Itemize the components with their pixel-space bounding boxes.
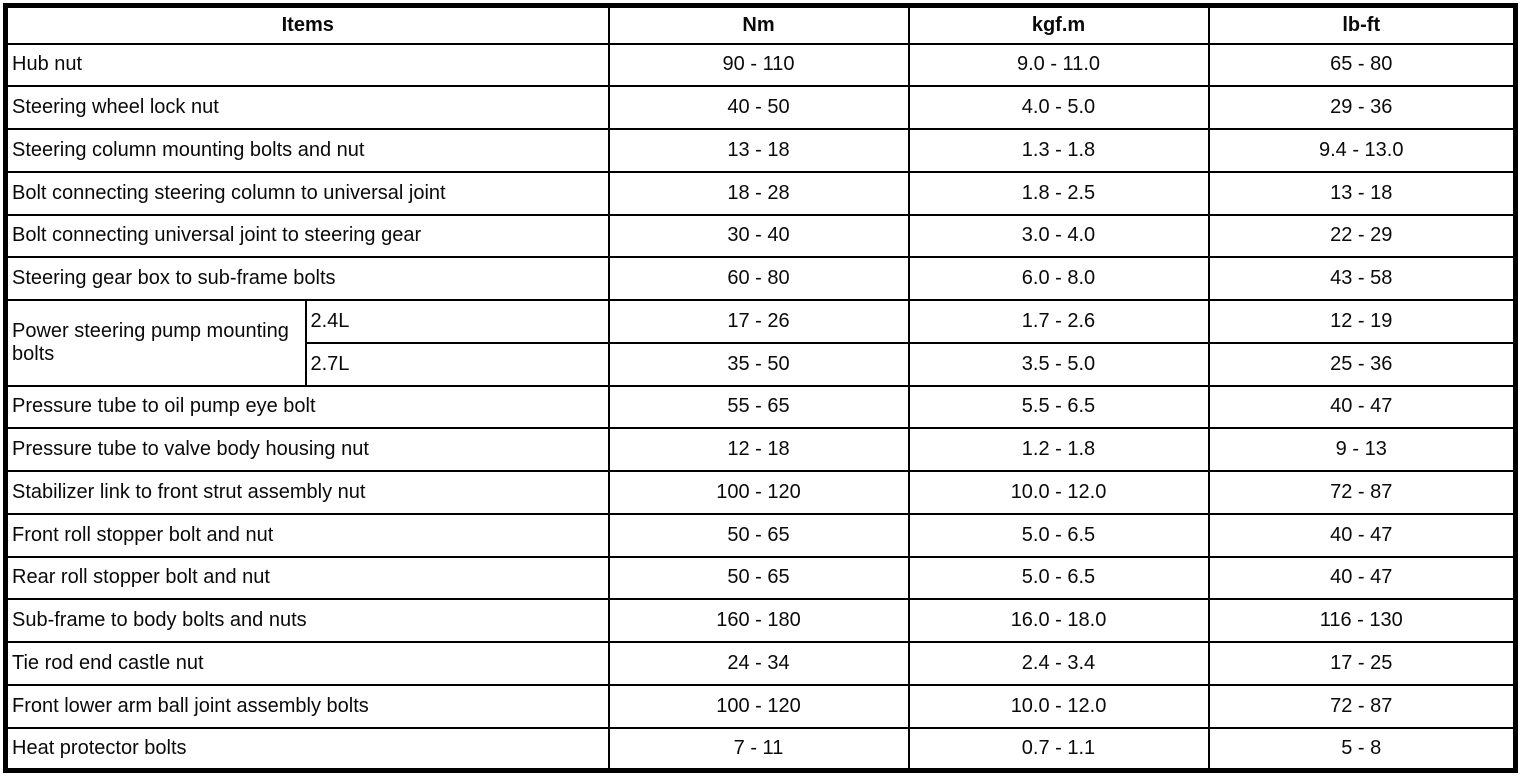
table-row: Steering column mounting bolts and nut 13…	[4, 128, 1517, 173]
value-cell: 3.5 - 5.0	[907, 341, 1210, 387]
value-cell: 9.0 - 11.0	[907, 42, 1210, 88]
value-cell: 40 - 50	[607, 85, 910, 130]
table-row: Steering wheel lock nut 40 - 50 4.0 - 5.0 2…	[4, 85, 1517, 130]
value-cell: 4.0 - 5.0	[907, 85, 1210, 130]
value-cell: 13 - 18	[607, 128, 910, 173]
engine-variant-cell: 2.4L	[304, 299, 610, 344]
value-cell: 90 - 110	[607, 42, 910, 88]
header-lbft: lb-ft	[1207, 4, 1517, 45]
value-cell: 40 - 47	[1207, 512, 1517, 558]
item-cell: Bolt connecting universal joint to steer…	[4, 213, 610, 259]
header-kgfm: kgf.m	[907, 4, 1210, 45]
table-row: Tie rod end castle nut 24 - 34 2.4 - 3.4 17…	[4, 641, 1517, 686]
item-cell: Steering gear box to sub-frame bolts	[4, 256, 610, 301]
item-cell: Pressure tube to oil pump eye bolt	[4, 384, 610, 430]
item-cell: Power steering pump mounting bolts	[4, 299, 307, 387]
item-cell: Hub nut	[4, 42, 610, 88]
value-cell: 5.5 - 6.5	[907, 384, 1210, 430]
table-row: 2.7L 35 - 50 3.5 - 5.0 25 - 36	[6, 341, 1517, 387]
item-cell: Steering wheel lock nut	[4, 85, 610, 130]
value-cell: 35 - 50	[607, 341, 910, 387]
value-cell: 22 - 29	[1207, 213, 1517, 259]
item-cell: Front lower arm ball joint assembly bolt…	[4, 683, 610, 729]
torque-spec-table: Items Nm kgf.m lb-ft Hub nut 90 - 110 9.0 …	[3, 3, 1518, 773]
table-row: Front roll stopper bolt and nut 50 - 65 5.…	[4, 512, 1517, 558]
value-cell: 10.0 - 12.0	[907, 470, 1210, 515]
value-cell: 13 - 18	[1207, 170, 1517, 216]
table-row: Bolt connecting universal joint to steer…	[4, 213, 1517, 259]
value-cell: 1.8 - 2.5	[907, 170, 1210, 216]
engine-variant-cell: 2.7L	[304, 341, 610, 387]
value-cell: 1.3 - 1.8	[907, 128, 1210, 173]
item-cell: Steering column mounting bolts and nut	[4, 128, 610, 173]
value-cell: 40 - 47	[1207, 555, 1517, 601]
table-row: Pressure tube to oil pump eye bolt 55 - 6…	[4, 384, 1517, 430]
value-cell: 30 - 40	[607, 213, 910, 259]
value-cell: 9 - 13	[1207, 427, 1517, 472]
value-cell: 72 - 87	[1207, 470, 1517, 515]
value-cell: 160 - 180	[607, 598, 910, 643]
value-cell: 5.0 - 6.5	[907, 555, 1210, 601]
item-cell: Rear roll stopper bolt and nut	[4, 555, 610, 601]
header-nm: Nm	[607, 4, 910, 45]
table-row: Front lower arm ball joint assembly bolt…	[4, 683, 1517, 729]
value-cell: 12 - 19	[1207, 299, 1517, 344]
table-row: Pressure tube to valve body housing nut 1…	[4, 427, 1517, 472]
value-cell: 18 - 28	[607, 170, 910, 216]
value-cell: 12 - 18	[607, 427, 910, 472]
value-cell: 2.4 - 3.4	[907, 641, 1210, 686]
value-cell: 40 - 47	[1207, 384, 1517, 430]
value-cell: 50 - 65	[607, 512, 910, 558]
value-cell: 55 - 65	[607, 384, 910, 430]
value-cell: 43 - 58	[1207, 256, 1517, 301]
item-cell: Tie rod end castle nut	[4, 641, 610, 686]
value-cell: 17 - 26	[607, 299, 910, 344]
value-cell: 25 - 36	[1207, 341, 1517, 387]
value-cell: 100 - 120	[607, 470, 910, 515]
header-items: Items	[4, 4, 610, 45]
value-cell: 29 - 36	[1207, 85, 1517, 130]
value-cell: 72 - 87	[1207, 683, 1517, 729]
value-cell: 1.7 - 2.6	[907, 299, 1210, 344]
value-cell: 17 - 25	[1207, 641, 1517, 686]
table-header-row: Items Nm kgf.m lb-ft	[4, 4, 1517, 45]
value-cell: 0.7 - 1.1	[907, 726, 1210, 772]
value-cell: 9.4 - 13.0	[1207, 128, 1517, 173]
value-cell: 3.0 - 4.0	[907, 213, 1210, 259]
item-cell: Heat protector bolts	[4, 726, 610, 772]
value-cell: 24 - 34	[607, 641, 910, 686]
table-row: Power steering pump mounting bolts 2.4L 17…	[4, 299, 1517, 387]
value-cell: 65 - 80	[1207, 42, 1517, 88]
value-cell: 1.2 - 1.8	[907, 427, 1210, 472]
item-cell: Bolt connecting steering column to unive…	[4, 170, 610, 216]
table-row: Sub-frame to body bolts and nuts 160 - 18…	[4, 598, 1517, 643]
table-row: Bolt connecting steering column to unive…	[4, 170, 1517, 216]
value-cell: 16.0 - 18.0	[907, 598, 1210, 643]
table-row: Steering gear box to sub-frame bolts 60 -…	[4, 256, 1517, 301]
item-cell: Pressure tube to valve body housing nut	[4, 427, 610, 472]
table-row: Hub nut 90 - 110 9.0 - 11.0 65 - 80	[4, 42, 1517, 88]
value-cell: 116 - 130	[1207, 598, 1517, 643]
torque-table-body: Hub nut 90 - 110 9.0 - 11.0 65 - 80 Steering…	[4, 42, 1517, 772]
value-cell: 100 - 120	[607, 683, 910, 729]
value-cell: 60 - 80	[607, 256, 910, 301]
item-cell: Sub-frame to body bolts and nuts	[4, 598, 610, 643]
value-cell: 5 - 8	[1207, 726, 1517, 772]
value-cell: 7 - 11	[607, 726, 910, 772]
table-row: Stabilizer link to front strut assembly …	[4, 470, 1517, 515]
value-cell: 5.0 - 6.5	[907, 512, 1210, 558]
table-row: Rear roll stopper bolt and nut 50 - 65 5.0…	[4, 555, 1517, 601]
value-cell: 6.0 - 8.0	[907, 256, 1210, 301]
item-cell: Front roll stopper bolt and nut	[4, 512, 610, 558]
value-cell: 10.0 - 12.0	[907, 683, 1210, 729]
item-cell: Stabilizer link to front strut assembly …	[4, 470, 610, 515]
table-row: Heat protector bolts 7 - 11 0.7 - 1.1 5 - 8	[4, 726, 1517, 772]
value-cell: 50 - 65	[607, 555, 910, 601]
